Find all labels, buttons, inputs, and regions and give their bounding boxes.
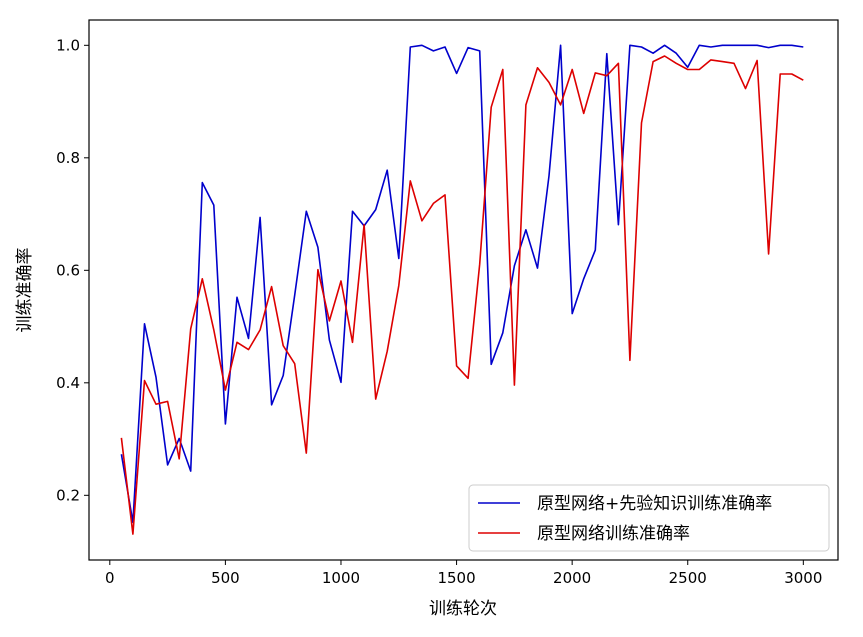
y-axis-label: 训练准确率	[15, 248, 35, 333]
y-tick-label: 0.4	[56, 374, 80, 392]
x-tick-label: 500	[211, 569, 240, 587]
y-axis: 0.2 0.4 0.6 0.8 1.0	[56, 36, 89, 504]
x-axis-label: 训练轮次	[429, 599, 497, 619]
series-layer	[120, 44, 804, 535]
y-tick-label: 0.2	[56, 486, 80, 504]
y-tick-label: 0.8	[56, 149, 80, 167]
plot-frame	[88, 19, 839, 561]
x-tick-label: 1000	[322, 569, 360, 587]
legend-box	[468, 484, 830, 552]
series-line-1	[120, 44, 804, 524]
x-axis: 0 500 1000 1500 2000 2500 3000	[105, 560, 822, 587]
x-tick-label: 1500	[437, 569, 475, 587]
legend: 原型网络+先验知识训练准确率 原型网络训练准确率	[468, 484, 830, 552]
y-tick-label: 1.0	[56, 36, 80, 54]
legend-label-series-2: 原型网络训练准确率	[537, 524, 690, 544]
x-tick-label: 3000	[784, 569, 822, 587]
x-tick-label: 2500	[669, 569, 707, 587]
legend-label-series-1: 原型网络+先验知识训练准确率	[537, 494, 772, 514]
series-line-2	[120, 55, 804, 535]
y-tick-label: 0.6	[56, 261, 80, 279]
x-tick-label: 2000	[553, 569, 591, 587]
x-tick-label: 0	[105, 569, 115, 587]
